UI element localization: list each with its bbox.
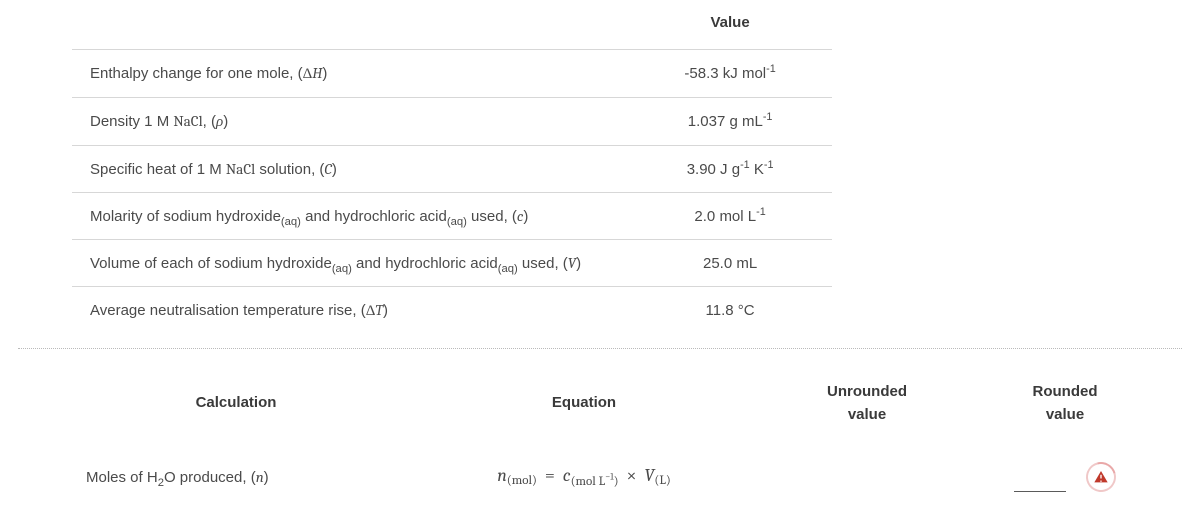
rounded-input[interactable]: [1014, 477, 1066, 492]
table-row: Average neutralisation temperature rise,…: [72, 287, 832, 335]
table-row: Volume of each of sodium hydroxide(aq) a…: [72, 240, 832, 287]
value-cell: 1.037 g mL-1: [628, 98, 832, 146]
data-header-empty: [72, 0, 628, 50]
data-header-value: Value: [628, 0, 832, 50]
desc-cell: Specific heat of 1 M NaCl solution, (C): [72, 146, 628, 193]
table-row: Density 1 M NaCl, (ρ) 1.037 g mL-1: [72, 98, 832, 146]
calc-rounded[interactable]: [966, 452, 1164, 502]
table-row: Specific heat of 1 M NaCl solution, (C) …: [72, 146, 832, 193]
desc-cell: Density 1 M NaCl, (ρ): [72, 98, 628, 146]
value-cell: -58.3 kJ mol-1: [628, 50, 832, 98]
dotted-separator: [18, 348, 1182, 349]
page: Value Enthalpy change for one mole, (ΔH)…: [0, 0, 1200, 502]
desc-cell: Enthalpy change for one mole, (ΔH): [72, 50, 628, 98]
calc-header-rounded: Roundedvalue: [966, 371, 1164, 452]
calc-header-unrounded: Unroundedvalue: [768, 371, 966, 452]
table-row: Molarity of sodium hydroxide(aq) and hyd…: [72, 193, 832, 240]
value-cell: 25.0 mL: [628, 240, 832, 287]
warning-icon: [1086, 462, 1116, 492]
calc-table: Calculation Equation Unroundedvalue Roun…: [72, 371, 1164, 502]
calc-header-equation: Equation: [400, 371, 768, 452]
table-row: Enthalpy change for one mole, (ΔH) -58.3…: [72, 50, 832, 98]
desc-cell: Molarity of sodium hydroxide(aq) and hyd…: [72, 193, 628, 240]
calc-equation: n(mol) = c(mol L−1) × V(L): [400, 452, 768, 502]
desc-cell: Average neutralisation temperature rise,…: [72, 287, 628, 335]
desc-cell: Volume of each of sodium hydroxide(aq) a…: [72, 240, 628, 287]
data-table: Value Enthalpy change for one mole, (ΔH)…: [72, 0, 832, 334]
calc-desc: Moles of H2O produced, (n): [72, 452, 400, 502]
value-cell: 11.8 °C: [628, 287, 832, 335]
value-cell: 3.90 J g-1 K-1: [628, 146, 832, 193]
data-table-body: Enthalpy change for one mole, (ΔH) -58.3…: [72, 50, 832, 335]
value-cell: 2.0 mol L-1: [628, 193, 832, 240]
calc-header-calculation: Calculation: [72, 371, 400, 452]
calc-unrounded: [768, 452, 966, 502]
calc-row: Moles of H2O produced, (n) n(mol) = c(mo…: [72, 452, 1164, 502]
